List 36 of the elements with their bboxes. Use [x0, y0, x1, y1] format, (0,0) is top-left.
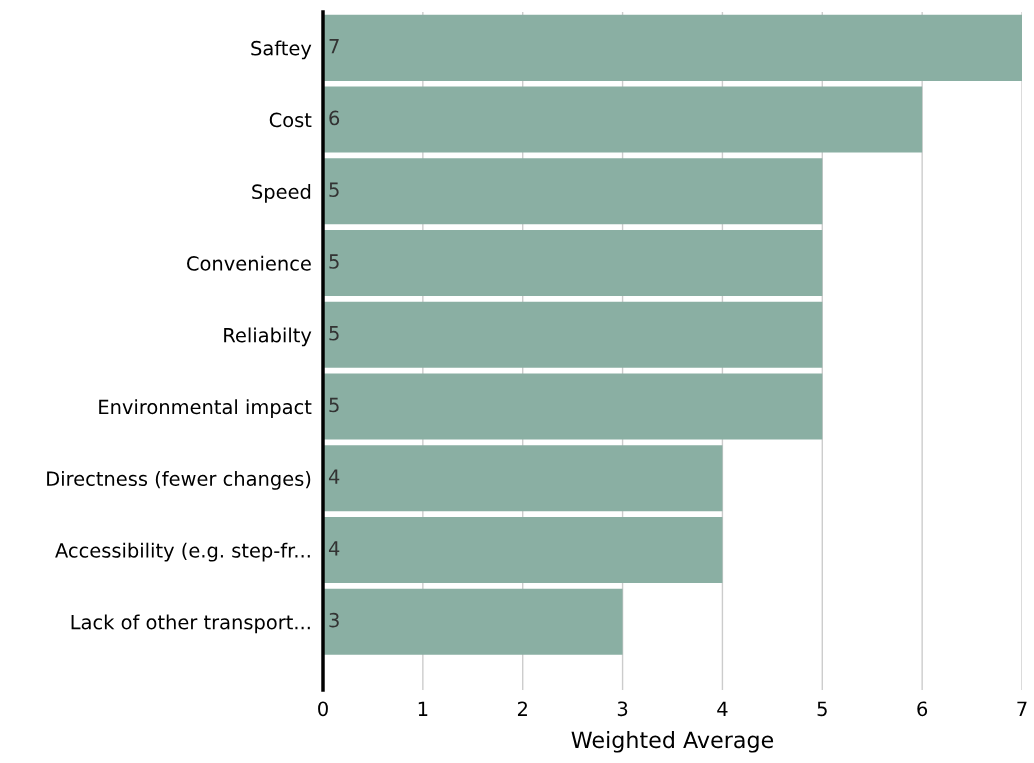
x-tick-label: 1 [418, 701, 428, 716]
y-tick-label: Saftey [251, 40, 312, 60]
bar [323, 517, 723, 584]
bar [323, 14, 1022, 81]
data-label: 5 [329, 182, 339, 198]
y-tick-label: Cost [269, 112, 312, 128]
x-tick-label: 3 [617, 701, 628, 717]
data-label: 5 [329, 397, 339, 413]
x-tick-label: 5 [817, 701, 827, 717]
y-tick-label: Environmental impact [99, 399, 312, 419]
data-label: 5 [329, 326, 339, 341]
y-tick-label: Convenience [187, 255, 311, 271]
y-tick-label: Lack of other transport... [71, 614, 310, 634]
data-label: 6 [329, 110, 340, 126]
bar [323, 445, 723, 512]
y-tick-label: Reliabilty [224, 327, 312, 347]
bar [323, 86, 923, 153]
y-tick-label: Accessibility (e.g. step-fr... [55, 542, 310, 562]
x-axis-title: Weighted Average [571, 731, 774, 753]
data-label: 4 [328, 469, 340, 484]
data-label: 7 [329, 39, 339, 54]
bar [323, 301, 823, 368]
bar [323, 230, 823, 297]
data-label: 5 [329, 254, 339, 269]
bar [323, 373, 823, 440]
x-tick-label: 0 [318, 701, 328, 717]
x-tick-label: 7 [1017, 701, 1027, 716]
y-tick-label: Speed [252, 183, 311, 203]
bar [323, 588, 623, 655]
y-tick-label: Directness (fewer changes) [47, 470, 311, 490]
x-tick-label: 2 [517, 701, 527, 716]
data-label: 3 [329, 612, 339, 628]
bar [323, 158, 823, 225]
x-tick-label: 4 [717, 701, 728, 716]
x-tick-label: 6 [917, 701, 928, 717]
data-label: 4 [328, 541, 340, 556]
